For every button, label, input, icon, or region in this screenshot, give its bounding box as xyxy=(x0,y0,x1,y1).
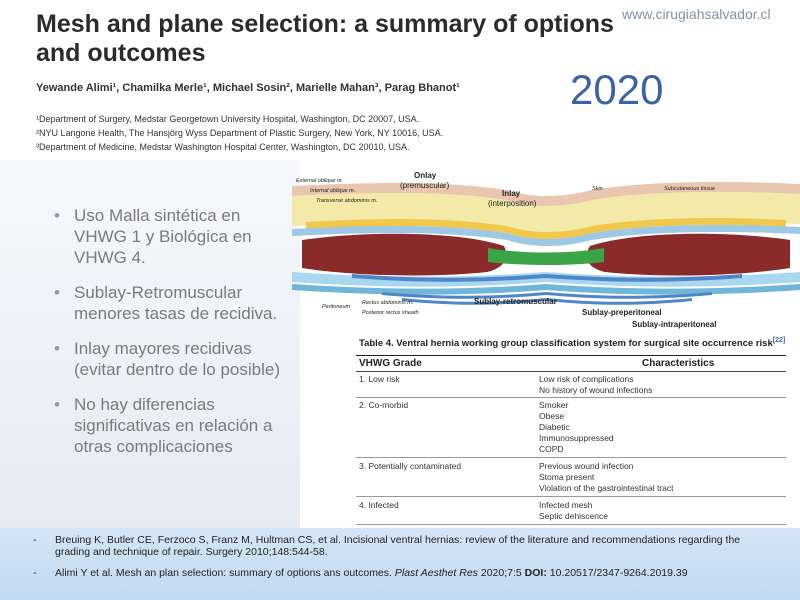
table-row-separator xyxy=(356,397,786,398)
bullet-dot-icon: • xyxy=(54,339,60,358)
peritoneum-layer xyxy=(292,284,800,295)
reference-journal: Plast Aesthet Res xyxy=(394,567,478,579)
vhwg-table: Table 4. Ventral hernia working group cl… xyxy=(352,330,792,526)
characteristic-item: Smoker xyxy=(539,400,569,410)
bullet-item: • Sublay-Retromuscular menores tasas de r… xyxy=(52,282,282,324)
characteristic-item: Low risk of complications xyxy=(539,374,634,384)
label-subcutaneous: Subcutaneous tissue xyxy=(664,186,715,192)
table-row-separator xyxy=(356,457,786,458)
characteristic-item: Violation of the gastrointestinal tract xyxy=(539,483,674,493)
characteristic-item: Immunosuppressed xyxy=(539,433,614,443)
reference-dash: - xyxy=(33,534,37,546)
right-rectus-muscle xyxy=(586,233,790,276)
bullet-item: • Uso Malla sintética en VHWG 1 y Biológi… xyxy=(52,205,282,268)
characteristic-item: Diabetic xyxy=(539,422,570,432)
fascia-layer xyxy=(292,225,800,246)
footer-band xyxy=(0,528,800,600)
characteristic-item: Infected mesh xyxy=(539,500,593,510)
table-header-grade: VHWG Grade xyxy=(359,358,422,369)
bullet-dot-icon: • xyxy=(54,395,60,414)
label-onlay: Onlay xyxy=(414,171,437,180)
reference-list: - Breuing K, Butler CE, Ferzoco S, Franz … xyxy=(28,534,768,588)
onlay-mesh xyxy=(306,218,786,239)
reference-doi[interactable]: 10.20517/2347-9264.2019.39 xyxy=(546,567,688,579)
table-row-separator xyxy=(356,496,786,497)
reference-item: - Breuing K, Butler CE, Ferzoco S, Franz … xyxy=(28,534,768,558)
label-inlay: Inlay xyxy=(502,189,521,198)
table-cell-characteristics: Smoker Obese Diabetic Immunosuppressed C… xyxy=(539,400,614,455)
reference-text: Breuing K, Butler CE, Ferzoco S, Franz M… xyxy=(55,534,741,558)
table-cell-grade: 4. Infected xyxy=(359,500,399,510)
label-internal-oblique: Internal oblique m. xyxy=(310,188,355,194)
label-sublay-retromuscular: Sublay-retromuscular xyxy=(474,297,557,306)
reference-doi-label: DOI: xyxy=(524,567,547,579)
left-rectus-muscle xyxy=(302,233,507,276)
site-url[interactable]: www.cirugiahsalvador.cl xyxy=(622,6,771,22)
label-transverse-abdominis: Transverse abdominis m. xyxy=(316,198,377,204)
affiliation-2: ²NYU Langone Health, The Hansjörg Wyss D… xyxy=(36,128,444,138)
table-cell-characteristics: Previous wound infection Stoma present V… xyxy=(539,461,674,494)
label-skin: Skin xyxy=(592,186,603,192)
label-rectus-abdominis: Rectus abdominis m. xyxy=(362,300,413,306)
bullet-text: Inlay mayores recidivas (evitar dentro d… xyxy=(74,339,281,379)
reference-item: - Alimi Y et al. Mesh an plan selection: … xyxy=(28,567,768,579)
bullet-text: No hay diferencias significativas en rel… xyxy=(74,395,273,456)
year-label: 2020 xyxy=(570,66,664,113)
label-sublay-preperitoneal: Sublay-preperitoneal xyxy=(582,308,662,317)
affiliation-3: ³Department of Medicine, Medstar Washing… xyxy=(36,142,410,152)
table-top-rule xyxy=(356,355,786,356)
bullet-text: Sublay-Retromuscular menores tasas de re… xyxy=(74,283,278,323)
label-inlay-sub: (interposition) xyxy=(488,199,537,208)
label-external-oblique: External oblique m. xyxy=(296,178,343,184)
reference-dash: - xyxy=(33,567,37,579)
skin-layer xyxy=(292,182,800,206)
table-cell-characteristics: Infected mesh Septic dehiscence xyxy=(539,500,608,522)
slide-title: Mesh and plane selection: a summary of o… xyxy=(36,10,614,67)
characteristic-item: No history of wound infections xyxy=(539,385,653,395)
bullet-item: • No hay diferencias significativas en re… xyxy=(52,394,282,457)
sublay-retromuscular-mesh xyxy=(352,274,742,282)
bullet-list: • Uso Malla sintética en VHWG 1 y Biológi… xyxy=(52,205,282,471)
sublay-preperitoneal-mesh xyxy=(382,292,712,299)
table-cell-grade: 2. Co-morbid xyxy=(359,400,409,410)
subcutaneous-layer xyxy=(292,192,800,236)
affiliation-1: ¹Department of Surgery, Medstar Georgeto… xyxy=(36,114,420,124)
table-cell-characteristics: Low risk of complications No history of … xyxy=(539,374,652,396)
authors-line: Yewande Alimi¹, Chamilka Merle¹, Michael… xyxy=(36,82,460,94)
bullet-text: Uso Malla sintética en VHWG 1 y Biológic… xyxy=(74,206,252,267)
bullet-dot-icon: • xyxy=(54,206,60,225)
inlay-mesh xyxy=(488,248,604,265)
table-header-characteristics: Characteristics xyxy=(642,358,715,369)
characteristic-item: Previous wound infection xyxy=(539,461,634,471)
table-caption: Table 4. Ventral hernia working group cl… xyxy=(359,337,785,349)
characteristic-item: Obese xyxy=(539,411,565,421)
characteristic-item: Stoma present xyxy=(539,472,595,482)
table-bottom-rule xyxy=(356,524,786,525)
bullet-dot-icon: • xyxy=(54,283,60,302)
reference-volume: 2020;7:5 xyxy=(477,567,525,579)
label-onlay-sub: (premuscular) xyxy=(400,181,450,190)
table-caption-text: Table 4. Ventral hernia working group cl… xyxy=(359,338,773,350)
reference-text: Alimi Y et al. Mesh an plan selection: s… xyxy=(55,567,395,579)
sublay-intraperitoneal-mesh xyxy=(402,298,692,305)
characteristic-item: COPD xyxy=(539,444,564,454)
table-cell-grade: 3. Potentially contaminated xyxy=(359,461,462,471)
table-cell-grade: 1. Low risk xyxy=(359,374,400,384)
table-caption-ref[interactable]: [22] xyxy=(772,337,786,344)
abdominal-wall-diagram: External oblique m. Internal oblique m. … xyxy=(292,171,800,329)
posterior-sheath xyxy=(292,272,800,287)
background-photo-wash xyxy=(0,160,300,530)
characteristic-item: Septic dehiscence xyxy=(539,511,608,521)
table-header-rule xyxy=(356,371,786,372)
label-posterior-rectus-sheath: Posterior rectus sheath xyxy=(362,310,419,316)
bullet-item: • Inlay mayores recidivas (evitar dentro … xyxy=(52,338,282,380)
label-sublay-intraperitoneal: Sublay-intraperitoneal xyxy=(632,320,716,329)
label-peritoneum: Peritoneum xyxy=(322,304,351,310)
